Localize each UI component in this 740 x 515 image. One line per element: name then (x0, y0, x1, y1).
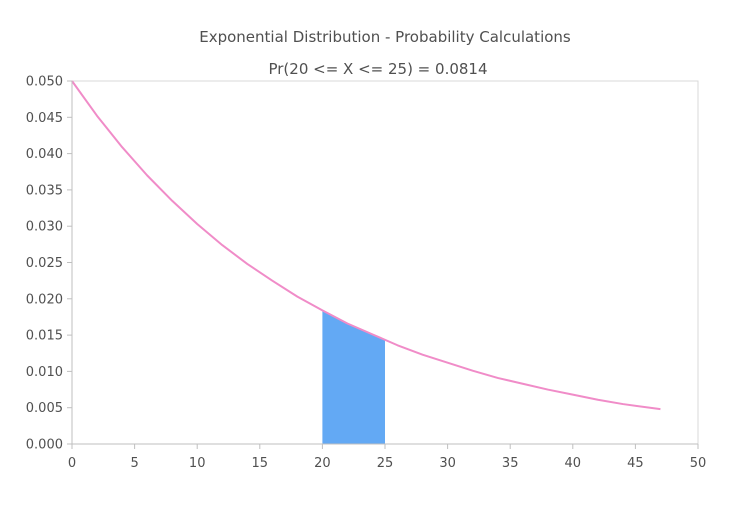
x-tick-label: 35 (502, 456, 519, 471)
x-tick-label: 0 (68, 456, 76, 471)
x-tick-label: 10 (189, 456, 206, 471)
chart-marks (71, 80, 661, 444)
x-tick-label: 40 (565, 456, 582, 471)
chart-axes: 0.000 0.005 0.010 0.015 0.020 0.025 0.030 0.035… (26, 75, 706, 472)
x-tick-label: 5 (130, 456, 138, 471)
x-tick-label: 45 (627, 456, 644, 471)
y-tick-label: 0.030 (26, 220, 63, 235)
x-tick-label: 15 (252, 456, 269, 471)
y-tick-label: 0.025 (26, 256, 63, 271)
x-tick-label: 25 (377, 456, 394, 471)
y-tick-label: 0.045 (26, 111, 63, 126)
probability-area-0 (322, 310, 385, 444)
y-tick-label: 0.040 (26, 147, 63, 162)
y-tick-label: 0.015 (26, 329, 63, 344)
y-tick-label: 0.000 (26, 438, 63, 453)
x-tick-label: 30 (439, 456, 456, 471)
y-tick-label: 0.010 (26, 365, 63, 380)
density-curve-0 (71, 80, 661, 411)
x-tick-label: 20 (314, 456, 331, 471)
y-tick-label: 0.020 (26, 292, 63, 307)
y-tick-label: 0.035 (26, 183, 63, 198)
x-tick-label: 50 (690, 456, 707, 471)
y-tick-label: 0.050 (26, 75, 63, 90)
chart-subtitle: Pr(20 <= X <= 25) = 0.0814 (268, 60, 487, 78)
chart-title: Exponential Distribution - Probability C… (199, 28, 571, 46)
y-tick-label: 0.005 (26, 401, 63, 416)
